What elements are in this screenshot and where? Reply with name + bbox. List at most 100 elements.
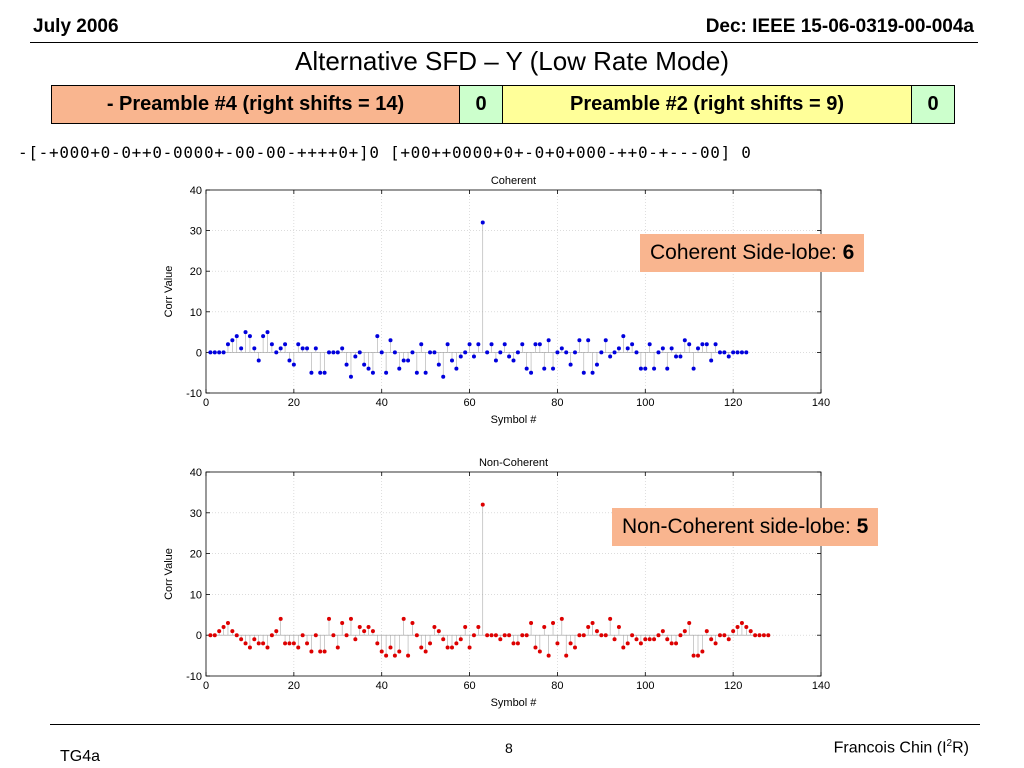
data-point [713, 342, 718, 347]
y-tick-label: 40 [190, 467, 202, 479]
data-point [335, 645, 340, 650]
data-point [379, 649, 384, 654]
y-tick-label: 0 [196, 630, 202, 642]
data-point [682, 629, 687, 634]
data-point [344, 362, 349, 367]
data-point [687, 620, 692, 625]
data-point [744, 625, 749, 630]
data-point [722, 633, 727, 638]
data-point [669, 346, 674, 351]
data-point [401, 358, 406, 363]
data-point [392, 653, 397, 658]
data-point [511, 641, 516, 646]
data-point [278, 346, 283, 351]
data-point [555, 641, 560, 646]
data-point [603, 338, 608, 343]
data-point [577, 338, 582, 343]
coherent-sidelobe-callout: Coherent Side-lobe: 6 [640, 234, 865, 272]
data-point [269, 342, 274, 347]
y-tick-label: 30 [190, 508, 202, 520]
data-point [471, 633, 476, 638]
data-point [348, 616, 353, 621]
footer-divider [50, 724, 980, 725]
data-point [537, 342, 542, 347]
data-point [305, 641, 310, 646]
data-point [274, 350, 279, 355]
data-point [305, 346, 310, 351]
data-point [212, 633, 217, 638]
data-point [744, 350, 749, 355]
data-point [704, 342, 709, 347]
data-point [599, 350, 604, 355]
data-point [247, 334, 252, 339]
data-point [507, 633, 512, 638]
data-point [221, 625, 226, 630]
data-point [603, 633, 608, 638]
data-point [441, 637, 446, 642]
data-point [511, 358, 516, 363]
data-point [212, 350, 217, 355]
data-point [638, 641, 643, 646]
data-point [239, 637, 244, 642]
data-point [625, 641, 630, 646]
data-point [234, 334, 239, 339]
data-point [608, 354, 613, 359]
y-tick-label: 20 [190, 549, 202, 561]
data-point [717, 633, 722, 638]
x-tick-label: 80 [551, 397, 563, 409]
data-point [621, 645, 626, 650]
data-point [581, 633, 586, 638]
data-point [656, 633, 661, 638]
data-point [564, 653, 569, 658]
plot-area [205, 189, 822, 394]
data-point [261, 641, 266, 646]
data-point [660, 346, 665, 351]
data-point [630, 633, 635, 638]
data-point [485, 633, 490, 638]
data-point [616, 346, 621, 351]
data-point [594, 362, 599, 367]
data-point [300, 346, 305, 351]
data-point [221, 350, 226, 355]
data-point [507, 354, 512, 359]
data-point [498, 637, 503, 642]
y-tick-label: 0 [196, 347, 202, 359]
data-point [296, 645, 301, 650]
data-point [735, 625, 740, 630]
data-point [291, 641, 296, 646]
data-point [287, 641, 292, 646]
data-point [287, 358, 292, 363]
data-point [709, 358, 714, 363]
data-point [379, 350, 384, 355]
data-point [660, 629, 665, 634]
data-point [375, 641, 380, 646]
data-point [265, 330, 270, 335]
data-point [722, 350, 727, 355]
data-point [634, 350, 639, 355]
data-point [454, 641, 459, 646]
footer-group: TG4a [60, 748, 101, 765]
data-point [546, 653, 551, 658]
data-point [471, 354, 476, 359]
data-point [318, 370, 323, 375]
data-point [217, 350, 222, 355]
data-point [217, 629, 222, 634]
data-point [322, 370, 327, 375]
data-point [428, 350, 433, 355]
data-point [713, 641, 718, 646]
data-point [283, 641, 288, 646]
data-point [362, 362, 367, 367]
data-point [691, 366, 696, 371]
data-point [476, 342, 481, 347]
data-point [450, 358, 454, 363]
data-point [537, 649, 542, 654]
x-tick-label: 60 [463, 680, 475, 692]
data-point [542, 366, 547, 371]
data-point [458, 354, 463, 359]
data-point [445, 342, 450, 347]
data-point [423, 649, 428, 654]
data-point [608, 616, 613, 621]
data-point [551, 620, 556, 625]
data-point [432, 350, 437, 355]
